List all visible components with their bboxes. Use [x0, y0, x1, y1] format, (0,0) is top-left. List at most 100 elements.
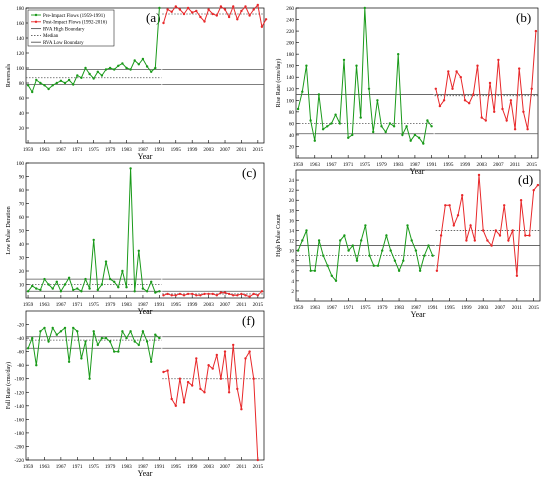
- x-tick-label: 2007: [220, 464, 231, 470]
- pre-data-point: [59, 79, 63, 83]
- y-tick-label: 80: [19, 188, 25, 194]
- pre-data-point: [342, 58, 346, 62]
- x-tick-label: 1959: [23, 147, 34, 153]
- y-tick-label: -140: [14, 404, 24, 410]
- post-data-point: [174, 294, 177, 297]
- post-data-point: [472, 93, 475, 96]
- post-data-point: [456, 214, 460, 217]
- pre-data-point: [55, 81, 58, 85]
- pre-data-point: [108, 340, 112, 343]
- pre-data-point: [39, 330, 42, 333]
- post-data-point: [186, 380, 190, 384]
- x-tick-label: 1995: [171, 302, 182, 308]
- x-tick-label: 1995: [171, 147, 182, 153]
- post-data-point: [174, 404, 177, 407]
- pre-data-point: [401, 133, 404, 137]
- y-tick-label: 70: [19, 202, 25, 208]
- post-data-point: [203, 20, 206, 23]
- post-data-point: [166, 369, 169, 372]
- legend-marker: [34, 20, 38, 23]
- post-data-point: [493, 110, 496, 114]
- x-tick-label: 1991: [154, 147, 165, 153]
- y-axis-label: Rise Rate (cms/day): [275, 59, 282, 108]
- post-data-point: [503, 204, 506, 207]
- pre-data-point: [100, 283, 104, 286]
- post-data-point: [442, 99, 446, 102]
- post-data-point: [448, 204, 451, 207]
- post-data-point: [178, 8, 182, 11]
- pre-data-point: [43, 326, 46, 330]
- x-tick-label: 1991: [154, 464, 165, 470]
- x-tick-label: 1983: [121, 464, 132, 470]
- post-data-point: [519, 199, 523, 202]
- pre-data-point: [145, 65, 149, 68]
- x-tick-label: 1995: [171, 464, 182, 470]
- post-data-point: [513, 128, 517, 131]
- pre-data-point: [55, 280, 58, 283]
- pre-data-point: [158, 290, 161, 293]
- post-data-point: [532, 189, 535, 192]
- post-data-point: [438, 104, 442, 108]
- y-tick-label: 220: [286, 29, 294, 35]
- post-data-point: [452, 224, 455, 227]
- y-tick-label: -40: [17, 336, 24, 342]
- y-tick-label: 60: [19, 96, 25, 102]
- pre-data-point: [39, 288, 42, 292]
- pre-data-point: [72, 288, 75, 292]
- post-data-point: [232, 343, 235, 347]
- x-tick-label: 2007: [495, 305, 506, 311]
- pre-data-point: [59, 330, 63, 333]
- post-data-point: [186, 292, 190, 296]
- x-tick-label: 1963: [39, 302, 50, 308]
- x-tick-label: 2007: [220, 147, 231, 153]
- pre-data-point: [301, 239, 304, 242]
- post-data-point: [252, 377, 255, 380]
- pre-data-point: [309, 119, 312, 122]
- pre-data-point: [363, 6, 366, 10]
- pre-data-point: [80, 76, 83, 80]
- pre-data-point: [108, 277, 112, 281]
- pre-data-point: [351, 244, 354, 247]
- pre-data-point: [343, 234, 346, 237]
- x-tick-label: 1959: [293, 305, 304, 311]
- post-data-point: [461, 194, 464, 197]
- post-data-point: [248, 295, 251, 298]
- post-data-point: [232, 5, 235, 8]
- post-data-point: [170, 10, 173, 13]
- post-data-point: [480, 116, 483, 119]
- post-data-point: [482, 229, 485, 232]
- pre-data-point: [121, 330, 124, 333]
- post-data-point: [211, 12, 214, 16]
- pre-data-point: [141, 57, 145, 61]
- pre-data-point: [388, 122, 392, 125]
- y-tick-label: 20: [289, 198, 295, 204]
- pre-data-point: [76, 74, 79, 77]
- post-data-point: [528, 234, 531, 237]
- y-tick-label: 160: [16, 21, 24, 27]
- pre-data-point: [384, 130, 387, 134]
- post-data-point: [227, 391, 231, 394]
- pre-data-point: [158, 336, 161, 340]
- pre-data-point: [355, 259, 359, 262]
- pre-data-point: [84, 277, 87, 281]
- x-axis-label: Year: [410, 167, 425, 176]
- pre-data-point: [359, 116, 362, 119]
- x-axis-label: Year: [138, 469, 153, 478]
- pre-data-point: [39, 81, 42, 85]
- y-axis-label: Reversals: [6, 63, 12, 87]
- post-data-point: [501, 107, 504, 111]
- pre-data-point: [63, 81, 67, 85]
- pre-data-point: [113, 68, 116, 71]
- y-tick-label: -80: [17, 363, 24, 369]
- pre-data-point: [31, 284, 34, 288]
- post-data-point: [211, 292, 214, 296]
- y-tick-label: 6: [291, 269, 294, 275]
- pre-data-point: [351, 133, 354, 137]
- pre-data-point: [381, 249, 384, 252]
- pre-data-point: [368, 254, 371, 257]
- y-tick-label: 140: [16, 36, 24, 42]
- post-data-point: [215, 294, 218, 297]
- pre-data-point: [26, 347, 30, 350]
- x-tick-label: 2003: [203, 147, 214, 153]
